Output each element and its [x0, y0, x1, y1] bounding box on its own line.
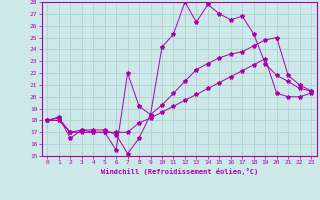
- X-axis label: Windchill (Refroidissement éolien,°C): Windchill (Refroidissement éolien,°C): [100, 168, 258, 175]
